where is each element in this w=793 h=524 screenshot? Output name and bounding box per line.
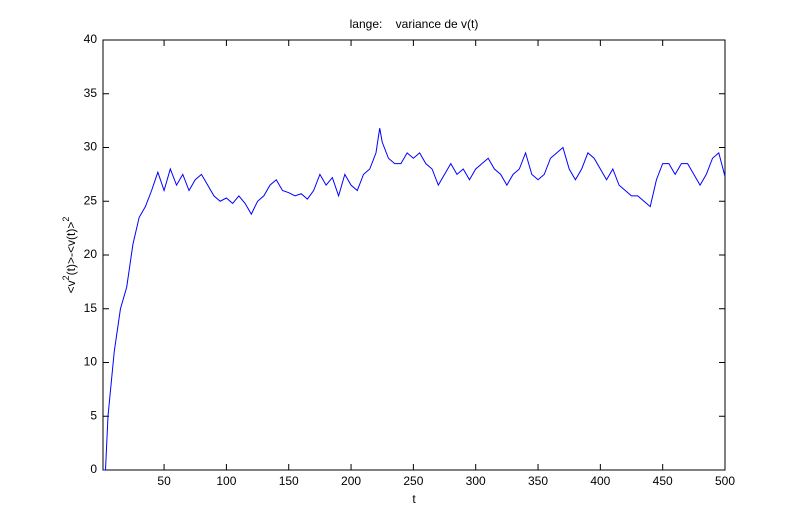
- chart-title: lange: variance de v(t): [350, 17, 479, 31]
- x-tick-label: 450: [653, 474, 673, 488]
- y-tick-label: 15: [84, 301, 98, 315]
- y-tick-label: 25: [84, 193, 98, 207]
- x-tick-label: 200: [341, 474, 361, 488]
- y-tick-label: 10: [84, 355, 98, 369]
- x-axis-label: t: [412, 492, 416, 506]
- y-axis-label: <v2(t)>-<v(t)>2: [61, 217, 78, 294]
- x-tick-label: 350: [528, 474, 548, 488]
- superscript: 2: [61, 217, 71, 222]
- x-tick-label: 300: [466, 474, 486, 488]
- label-part: <v: [64, 280, 78, 293]
- y-tick-label: 5: [90, 408, 97, 422]
- label-part: (t)>-<v(t)>: [64, 222, 78, 276]
- x-tick-label: 100: [216, 474, 236, 488]
- superscript: 2: [61, 275, 71, 280]
- x-tick-label: 500: [715, 474, 735, 488]
- y-tick-label: 0: [90, 462, 97, 476]
- y-tick-label: 40: [84, 32, 98, 46]
- x-tick-label: 250: [403, 474, 423, 488]
- y-tick-label: 30: [84, 140, 98, 154]
- y-tick-label: 35: [84, 86, 98, 100]
- x-tick-label: 400: [590, 474, 610, 488]
- y-tick-label: 20: [84, 247, 98, 261]
- x-tick-label: 150: [279, 474, 299, 488]
- data-line: [103, 128, 726, 471]
- x-tick-label: 50: [157, 474, 171, 488]
